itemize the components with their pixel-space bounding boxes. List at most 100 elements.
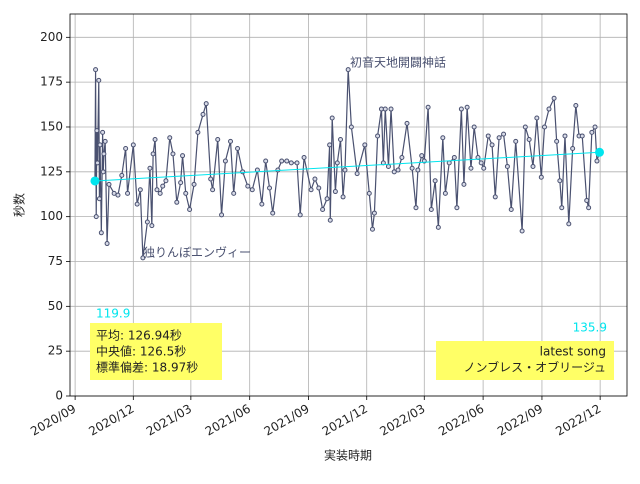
data-point [235,146,241,152]
data-point [562,133,568,139]
data-point [245,183,251,189]
data-point [559,205,565,211]
data-point [147,165,153,171]
data-point [446,160,452,166]
data-point [594,158,600,164]
data-point [530,163,536,169]
annotation: 初音天地開闢神話 [350,55,446,70]
data-point [442,190,448,196]
data-point [592,124,598,130]
data-point [586,205,592,211]
data-point [391,169,397,175]
data-point [440,135,446,141]
annotation: 独りんぼエンヴィー [143,245,251,260]
data-point [320,206,326,212]
data-point [94,128,100,134]
stats-text: 中央値: 126.5秒 [96,344,186,359]
y-tick-label: 75 [48,254,63,268]
data-point [584,198,590,204]
data-point [366,190,372,196]
data-point [340,194,346,200]
data-point [481,165,487,171]
data-point [154,187,160,193]
data-point [219,212,225,218]
trend-end-label: 135.9 [573,321,607,335]
data-point [294,160,300,166]
data-point [97,142,103,148]
data-point [144,219,150,225]
data-point [180,153,186,159]
data-point [454,205,460,211]
data-point [501,131,507,137]
data-point [546,106,552,112]
data-point [301,154,307,160]
data-point [96,77,102,83]
data-point [557,178,563,184]
data-point [100,129,106,135]
data-point [119,172,125,178]
data-point [348,124,354,130]
data-point [324,196,330,202]
data-point [468,165,474,171]
data-point [152,137,158,143]
data-point [579,133,585,139]
latest-text: latest song [540,345,606,359]
y-tick-label: 150 [40,119,63,133]
data-point [149,223,155,229]
data-point [534,115,540,121]
data-point [178,180,184,186]
data-point [526,137,532,143]
data-point [345,67,351,73]
stats-text: 標準偏差: 18.97秒 [96,360,198,375]
data-point [123,146,129,152]
y-tick-label: 0 [55,389,63,403]
data-point [231,190,237,196]
series-line [94,151,600,182]
data-point [222,158,228,164]
data-point [496,135,502,141]
data-point [589,129,595,135]
data-point [96,196,102,202]
data-point [106,181,112,187]
data-point [183,190,189,196]
data-point [134,201,140,207]
data-point [94,160,100,166]
data-point [312,176,318,182]
y-tick-label: 100 [40,209,63,223]
y-tick-label: 200 [40,30,63,44]
data-point [316,185,322,191]
y-tick-label: 25 [48,344,63,358]
x-axis-label: 実装時期 [324,448,372,463]
data-point [395,167,401,173]
data-point [240,169,246,175]
data-point [409,165,415,171]
data-point [101,151,107,157]
data-point [385,163,391,169]
data-point [464,104,470,110]
data-point [435,224,441,230]
data-point [492,194,498,200]
data-point [404,120,410,126]
trend-start-label: 119.9 [96,307,130,321]
data-point [551,95,557,101]
data-point [267,185,273,191]
y-tick-label: 175 [40,75,63,89]
data-point [375,133,381,139]
data-point [451,154,457,160]
data-point [102,138,108,144]
data-point [371,210,377,216]
data-point [432,178,438,184]
data-point [338,137,344,143]
data-point [508,206,514,212]
data-point [150,151,156,157]
data-point [573,102,579,108]
data-point [174,199,180,205]
data-point [210,187,216,193]
data-point [160,183,166,189]
data-point [489,142,495,148]
stats-box [90,323,222,380]
data-point [342,167,348,173]
data-point [538,174,544,180]
data-point [111,190,117,196]
y-tick-label: 50 [48,299,63,313]
